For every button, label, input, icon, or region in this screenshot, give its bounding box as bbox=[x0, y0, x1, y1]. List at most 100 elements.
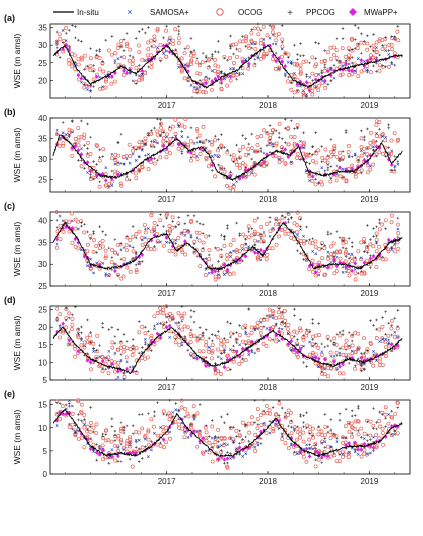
ppcog-point bbox=[271, 145, 275, 148]
ppcog-point bbox=[174, 48, 178, 52]
samosa-point bbox=[305, 169, 308, 173]
ocog-point bbox=[271, 325, 276, 330]
samosa-point bbox=[183, 63, 187, 67]
ocog-point bbox=[124, 243, 129, 248]
ppcog-point bbox=[283, 322, 287, 325]
samosa-point bbox=[146, 153, 150, 156]
ppcog-point bbox=[296, 89, 299, 93]
mwapp-point bbox=[225, 267, 230, 272]
ocog-point bbox=[136, 43, 141, 48]
samosa-point bbox=[131, 152, 135, 156]
ocog-point bbox=[113, 157, 118, 162]
ppcog-point bbox=[387, 49, 391, 52]
samosa-point bbox=[159, 426, 162, 429]
ppcog-point bbox=[110, 268, 114, 271]
ocog-point bbox=[85, 65, 90, 70]
samosa-point bbox=[292, 427, 296, 431]
ppcog-point bbox=[296, 425, 299, 429]
ocog-point bbox=[209, 356, 214, 361]
samosa-point bbox=[195, 87, 199, 91]
ppcog-point bbox=[226, 58, 229, 62]
ppcog-point bbox=[341, 158, 345, 162]
ocog-point bbox=[140, 143, 145, 147]
ocog-point bbox=[301, 335, 306, 340]
ocog-point bbox=[238, 39, 242, 44]
ppcog-point bbox=[113, 61, 117, 65]
ocog-point bbox=[76, 62, 81, 67]
samosa-point bbox=[83, 423, 86, 427]
ppcog-point bbox=[235, 341, 238, 345]
samosa-point bbox=[302, 344, 305, 348]
ocog-point bbox=[314, 62, 319, 67]
samosa-point bbox=[265, 327, 269, 330]
ocog-point bbox=[140, 445, 145, 450]
mwapp-point bbox=[389, 162, 394, 168]
ppcog-point bbox=[259, 28, 263, 32]
ppcog-point bbox=[137, 447, 141, 451]
ppcog-point bbox=[77, 413, 80, 416]
ocog-point bbox=[149, 444, 154, 449]
ppcog-point bbox=[323, 169, 327, 173]
ocog-point bbox=[386, 421, 391, 426]
ppcog-point bbox=[104, 233, 108, 237]
samosa-point bbox=[268, 234, 272, 238]
ppcog-point bbox=[332, 64, 336, 67]
ocog-point bbox=[231, 157, 236, 162]
ocog-point bbox=[134, 65, 139, 70]
ocog-point bbox=[152, 139, 157, 143]
ocog-point bbox=[277, 234, 281, 239]
ppcog-point bbox=[183, 222, 187, 225]
x-tick-label: 2017 bbox=[158, 195, 176, 204]
ppcog-point bbox=[210, 54, 214, 58]
y-tick-label: 40 bbox=[38, 114, 47, 123]
ppcog-point bbox=[353, 171, 357, 174]
ppcog-point bbox=[326, 254, 330, 258]
ocog-point bbox=[85, 242, 90, 247]
ocog-point bbox=[322, 158, 327, 163]
ocog-point bbox=[332, 336, 337, 341]
samosa-point bbox=[338, 351, 342, 355]
y-tick-label: 30 bbox=[38, 41, 47, 50]
ppcog-point bbox=[299, 318, 302, 322]
ppcog-point bbox=[317, 425, 321, 428]
ppcog-point bbox=[125, 32, 129, 35]
ppcog-point bbox=[387, 126, 391, 130]
mwapp-point bbox=[280, 59, 285, 64]
ppcog-point bbox=[360, 270, 363, 273]
samosa-point bbox=[216, 155, 220, 159]
samosa-point bbox=[277, 67, 281, 71]
ppcog-point bbox=[396, 25, 400, 28]
ppcog-point bbox=[210, 446, 214, 449]
x-tick-label: 2017 bbox=[158, 383, 176, 392]
ppcog-point bbox=[274, 51, 278, 55]
ocog-point bbox=[216, 347, 221, 352]
ppcog-point bbox=[107, 359, 111, 362]
ppcog-point bbox=[213, 246, 217, 250]
ocog-point bbox=[264, 430, 269, 435]
mwapp-point bbox=[344, 443, 348, 448]
ppcog-point bbox=[61, 41, 65, 45]
ppcog-point bbox=[323, 63, 327, 67]
ppcog-point bbox=[201, 149, 205, 152]
samosa-point bbox=[153, 327, 156, 331]
ocog-point bbox=[94, 243, 99, 248]
ocog-point bbox=[222, 169, 227, 174]
samosa-point bbox=[73, 429, 77, 433]
ocog-point bbox=[243, 247, 248, 252]
ocog-point bbox=[362, 271, 367, 276]
ppcog-point bbox=[220, 133, 223, 137]
legend-ocog-marker bbox=[216, 8, 224, 16]
ppcog-point bbox=[107, 462, 111, 465]
ocog-point bbox=[124, 154, 129, 158]
samosa-point bbox=[302, 89, 305, 93]
ppcog-point bbox=[122, 49, 126, 53]
ppcog-point bbox=[341, 37, 345, 40]
x-tick-label: 2018 bbox=[259, 289, 277, 298]
ocog-point bbox=[188, 340, 193, 345]
ocog-point bbox=[207, 248, 212, 253]
ppcog-point bbox=[396, 309, 400, 312]
mwapp-point bbox=[253, 250, 257, 255]
mwapp-point bbox=[283, 147, 288, 152]
ocog-point bbox=[304, 459, 309, 464]
ppcog-point bbox=[98, 148, 101, 152]
